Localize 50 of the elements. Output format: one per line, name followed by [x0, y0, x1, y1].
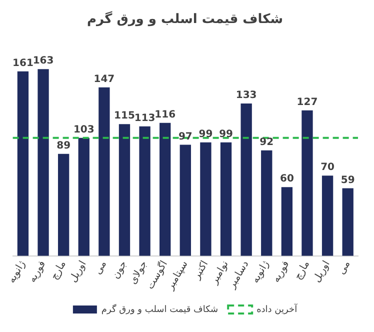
x-tick-label: فوریه: [270, 258, 292, 284]
data-label: 147: [94, 74, 115, 86]
bar: [240, 103, 252, 256]
data-label: 116: [154, 110, 176, 121]
bar: [139, 126, 150, 256]
x-tick-label: مارچ: [292, 259, 312, 282]
x-tick-label: می: [336, 259, 353, 277]
x-tick-label: اکتبر: [190, 259, 211, 282]
data-label: 133: [236, 90, 257, 102]
legend-label: شکاف قیمت اسلب و ورق گرم: [101, 302, 218, 315]
data-label: 115: [114, 110, 135, 122]
bar: [118, 124, 130, 256]
bar: [220, 142, 232, 256]
data-label: 97: [178, 131, 192, 142]
x-tick-label: جولای: [128, 259, 150, 286]
bar: [200, 142, 212, 256]
bar: [98, 87, 110, 256]
data-label: 92: [260, 137, 274, 148]
bar: [38, 69, 49, 256]
data-label: 163: [32, 56, 54, 67]
x-tick-label: اوریل: [311, 259, 332, 284]
data-label: 99: [219, 129, 234, 140]
x-tick-label: ژانویه: [250, 259, 272, 286]
data-label: 103: [73, 124, 94, 136]
x-tick-label: جون: [110, 259, 130, 281]
bar: [261, 150, 272, 256]
data-label: 161: [12, 58, 34, 69]
data-label: 127: [296, 96, 318, 108]
x-tick-label: می: [92, 259, 110, 277]
chart-title: شکاف قیمت اسلب و ورق گرم: [86, 11, 284, 28]
bar: [281, 187, 293, 256]
bar: [342, 188, 354, 256]
x-tick-label: فوریه: [27, 258, 48, 284]
bar: [302, 110, 313, 256]
data-label: 99: [198, 129, 213, 140]
bar: [180, 144, 191, 256]
x-tick-label: مارچ: [49, 259, 68, 282]
data-label: 70: [320, 162, 335, 174]
data-label: 60: [280, 174, 294, 185]
bar: [160, 122, 171, 256]
bar: [17, 71, 29, 256]
bar: [78, 138, 90, 256]
bar: [58, 154, 70, 256]
data-label: 59: [340, 174, 355, 186]
bar: [322, 176, 334, 256]
data-label: 89: [56, 140, 71, 152]
x-tick-label: اوریل: [68, 259, 89, 284]
legend-label: آخرین داده: [256, 302, 298, 315]
data-label: 113: [134, 112, 156, 124]
x-tick-label: ژانویه: [6, 259, 28, 286]
